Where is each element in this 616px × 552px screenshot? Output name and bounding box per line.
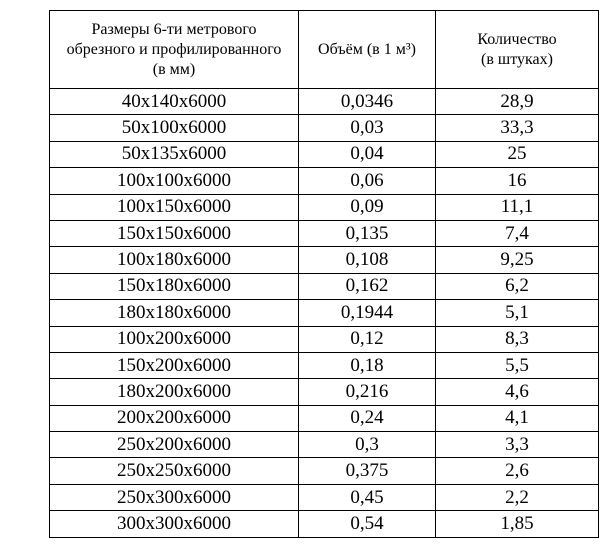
table-cell: 9,25 <box>435 246 599 274</box>
table-row: 150х200х6000 0,18 5,5 <box>49 351 599 380</box>
table-cell: 100х200х6000 <box>49 325 299 353</box>
table-body: 40х140х6000 0,0346 28,9 50х100х6000 0,03 33,3… <box>49 87 599 538</box>
table-cell: 150х150х6000 <box>49 219 299 248</box>
table-cell: 3,3 <box>435 431 599 459</box>
table-cell: 33,3 <box>435 114 599 142</box>
table-cell: 5,1 <box>435 299 599 327</box>
table-row: 100х100х6000 0,06 16 <box>49 167 599 195</box>
table-cell: 11,1 <box>435 193 599 221</box>
table-row: 180х200х6000 0,216 4,6 <box>49 378 599 406</box>
table-cell: 250х200х6000 <box>49 431 299 459</box>
table-cell: 0,108 <box>298 246 436 274</box>
table-cell: 0,12 <box>298 325 436 353</box>
table-cell: 0,0346 <box>298 87 436 116</box>
table-cell: 16 <box>435 167 599 195</box>
table-cell: 150х180х6000 <box>49 272 299 301</box>
table-row: 100х180х6000 0,108 9,25 <box>49 246 599 274</box>
table-row: 150х180х6000 0,162 6,2 <box>49 272 599 301</box>
table-cell: 50х100х6000 <box>49 114 299 142</box>
header-text: Объём (в 1 м³) <box>318 40 416 58</box>
table-cell: 0,09 <box>298 193 436 221</box>
table-cell: 0,1944 <box>298 299 436 327</box>
table-cell: 100х180х6000 <box>49 246 299 274</box>
table-cell: 250х300х6000 <box>49 483 299 512</box>
header-cell: Объём (в 1 м³) <box>298 10 436 89</box>
header-cell: Размеры 6-ти метрового обрезного и профил… <box>49 10 299 89</box>
table-cell: 180х180х6000 <box>49 299 299 327</box>
table-cell: 6,2 <box>435 272 599 301</box>
header-text: Размеры 6-ти метрового <box>91 20 257 38</box>
table-cell: 1,85 <box>435 510 599 538</box>
table-row: 150х150х6000 0,135 7,4 <box>49 219 599 248</box>
table-cell: 0,18 <box>298 351 436 380</box>
header-cell: Количество (в штуках) <box>435 10 599 89</box>
table-row: 250х200х6000 0,3 3,3 <box>49 431 599 459</box>
table-row: 180х180х6000 0,1944 5,1 <box>49 299 599 327</box>
table-cell: 0,216 <box>298 378 436 406</box>
table-cell: 100х150х6000 <box>49 193 299 221</box>
header-text: (в штуках) <box>481 50 553 68</box>
table-cell: 0,162 <box>298 272 436 301</box>
table-row: 250х300х6000 0,45 2,2 <box>49 483 599 512</box>
table-cell: 200х200х6000 <box>49 404 299 433</box>
table-cell: 250х250х6000 <box>49 457 299 485</box>
lumber-table: Размеры 6-ти метрового обрезного и профил… <box>49 10 599 538</box>
table-cell: 8,3 <box>435 325 599 353</box>
table-cell: 0,45 <box>298 483 436 512</box>
table-cell: 0,06 <box>298 167 436 195</box>
table-cell: 150х200х6000 <box>49 351 299 380</box>
table-row: 50х100х6000 0,03 33,3 <box>49 114 599 142</box>
table-row: 100х150х6000 0,09 11,1 <box>49 193 599 221</box>
table-cell: 25 <box>435 140 599 169</box>
table-cell: 2,2 <box>435 483 599 512</box>
table-cell: 0,04 <box>298 140 436 169</box>
table-cell: 2,6 <box>435 457 599 485</box>
table-cell: 4,1 <box>435 404 599 433</box>
table-row: 200х200х6000 0,24 4,1 <box>49 404 599 433</box>
table-cell: 0,135 <box>298 219 436 248</box>
table-cell: 0,24 <box>298 404 436 433</box>
table-cell: 0,03 <box>298 114 436 142</box>
table-cell: 4,6 <box>435 378 599 406</box>
table-cell: 0,375 <box>298 457 436 485</box>
header-row: Размеры 6-ти метрового обрезного и профил… <box>49 10 599 89</box>
table-cell: 180х200х6000 <box>49 378 299 406</box>
table-cell: 5,5 <box>435 351 599 380</box>
table-row: 300х300х6000 0,54 1,85 <box>49 510 599 538</box>
header-text: Количество <box>477 30 557 48</box>
table-cell: 100х100х6000 <box>49 167 299 195</box>
table-row: 100х200х6000 0,12 8,3 <box>49 325 599 353</box>
table-cell: 50х135х6000 <box>49 140 299 169</box>
table-cell: 40х140х6000 <box>49 87 299 116</box>
header-text: обрезного и профилированного <box>66 40 282 58</box>
table-row: 40х140х6000 0,0346 28,9 <box>49 87 599 116</box>
table-row: 50х135х6000 0,04 25 <box>49 140 599 169</box>
table-cell: 7,4 <box>435 219 599 248</box>
header-text: (в мм) <box>152 60 196 78</box>
table-cell: 0,54 <box>298 510 436 538</box>
table-cell: 28,9 <box>435 87 599 116</box>
table-cell: 0,3 <box>298 431 436 459</box>
table-row: 250х250х6000 0,375 2,6 <box>49 457 599 485</box>
table-cell: 300х300х6000 <box>49 510 299 538</box>
